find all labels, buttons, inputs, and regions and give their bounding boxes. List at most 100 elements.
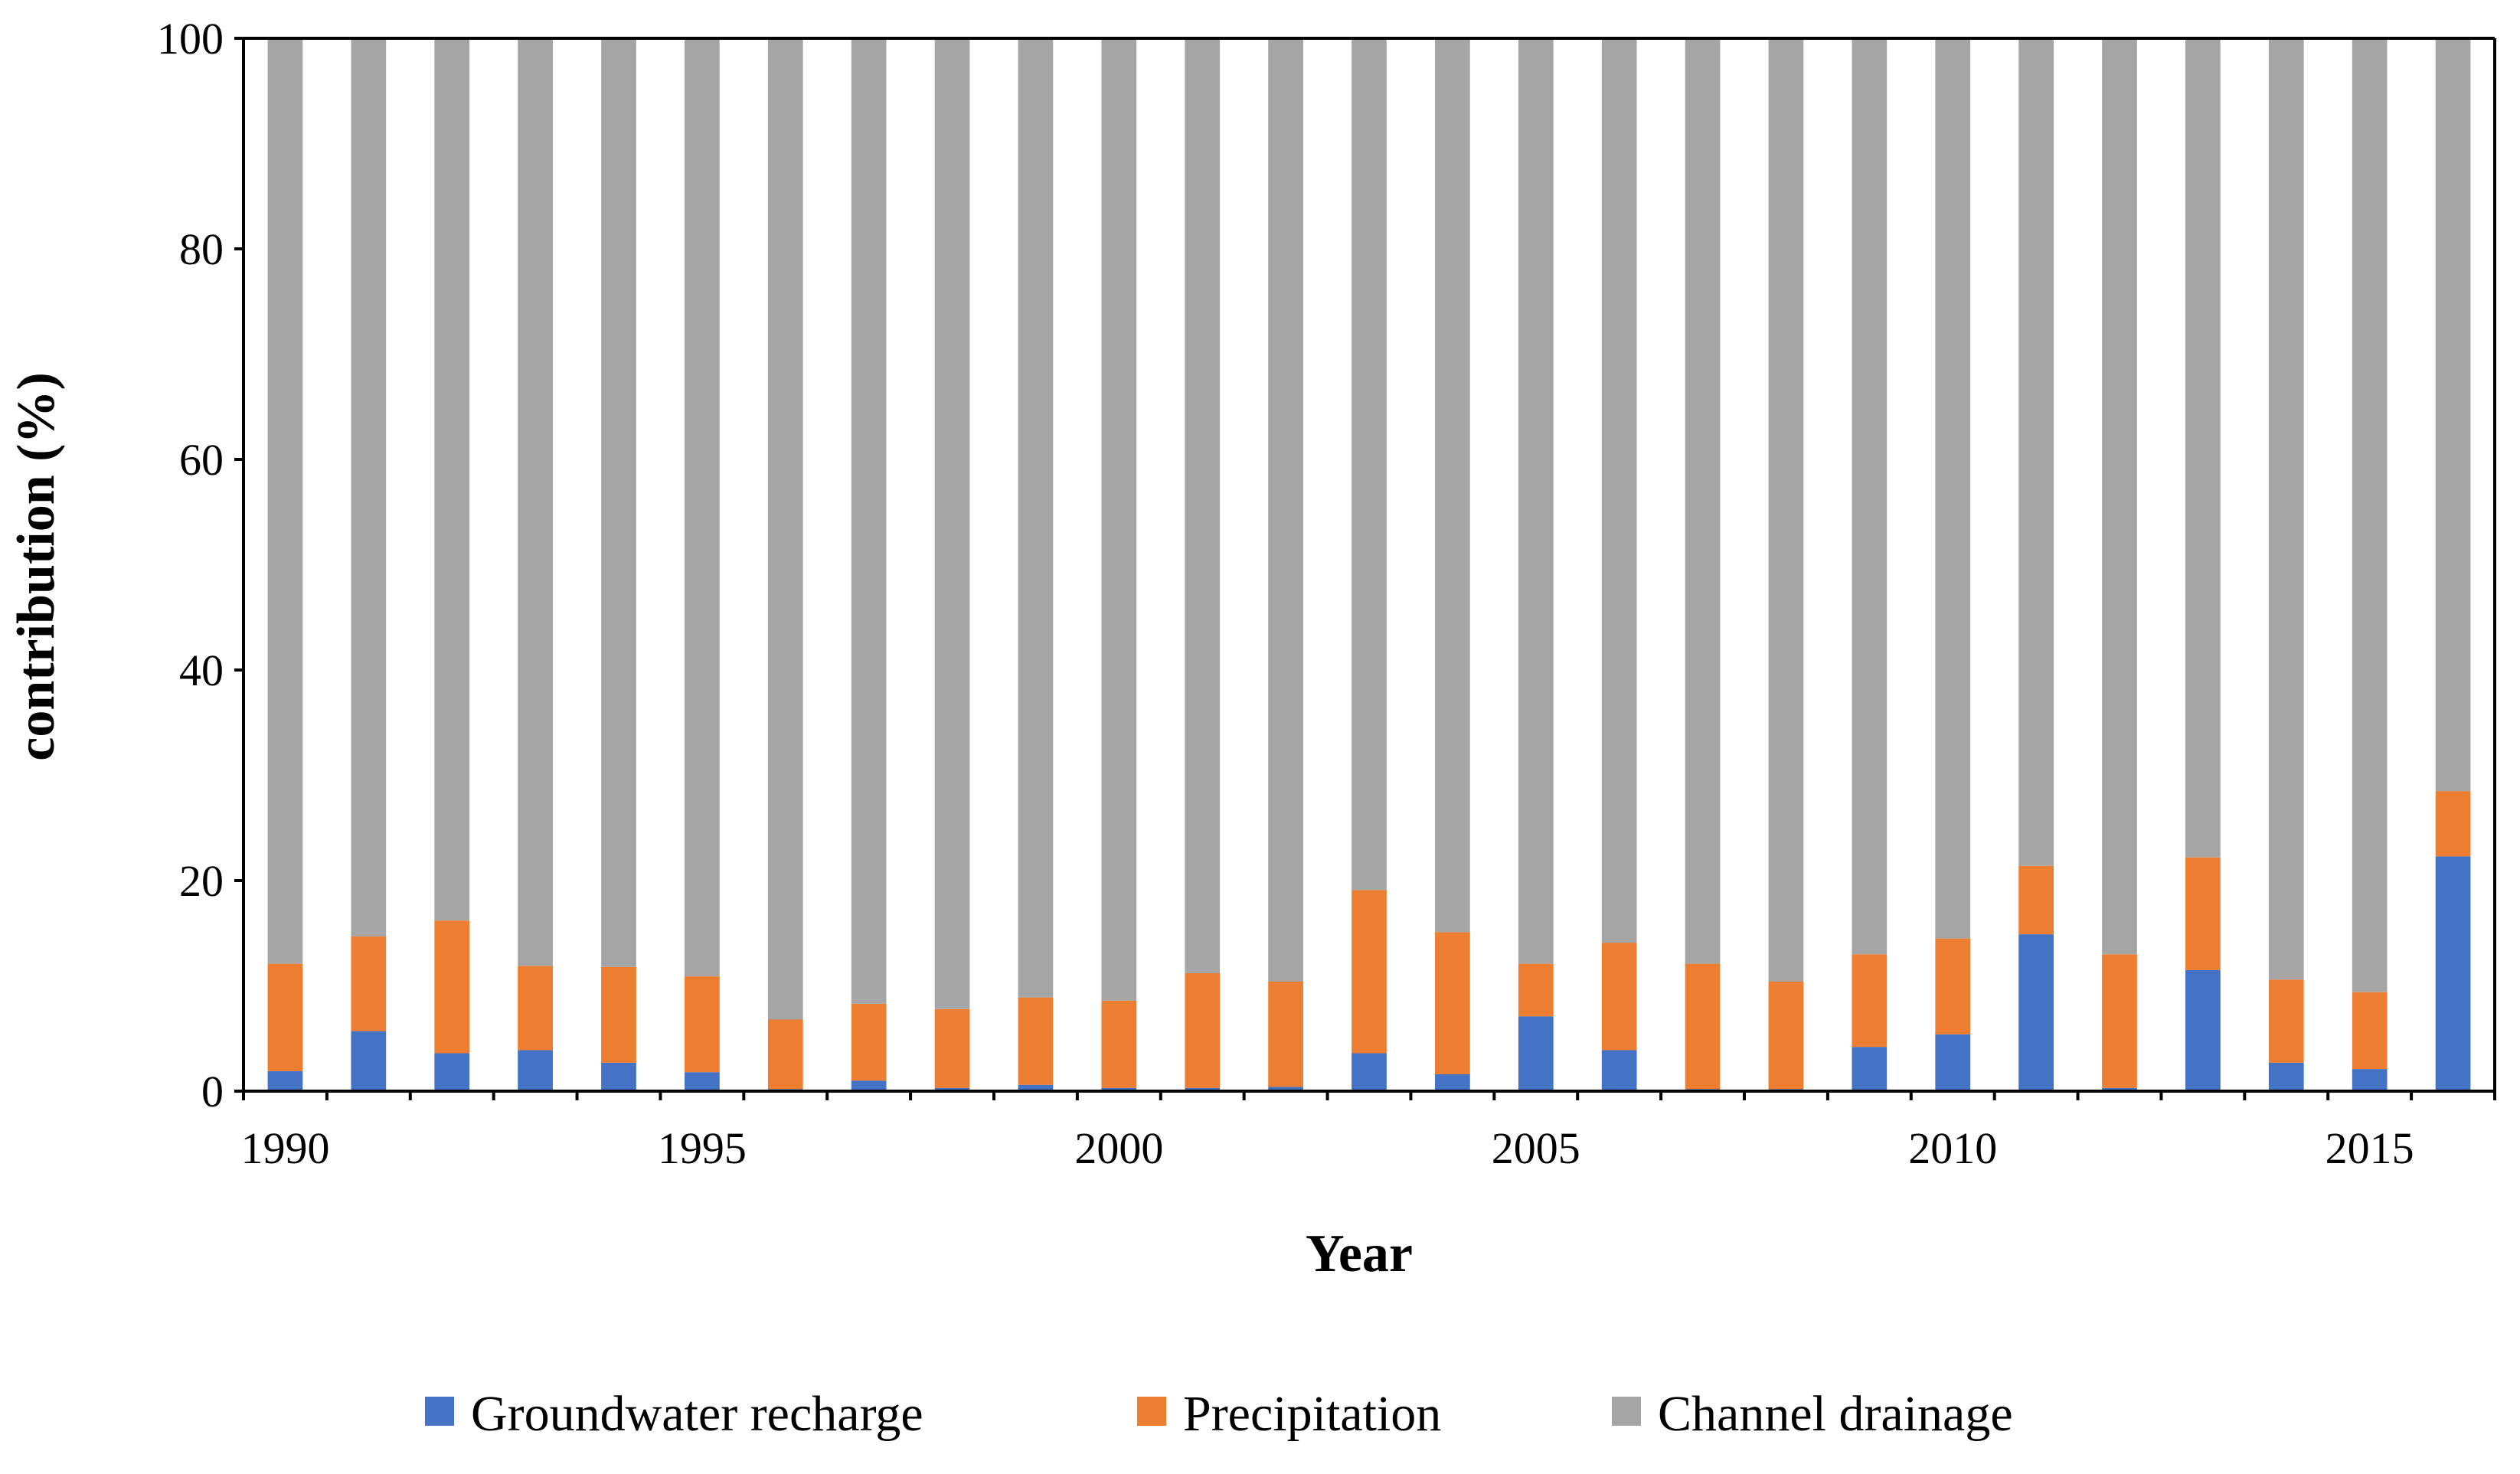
bar-channel-drainage-2011 — [2018, 38, 2054, 866]
bar-channel-drainage-2002 — [1268, 38, 1303, 982]
bar-groundwater-recharge-2004 — [1435, 1074, 1470, 1091]
bar-precipitation-1993 — [518, 966, 553, 1051]
bar-channel-drainage-1992 — [434, 38, 470, 921]
legend: Groundwater recharge Precipitation Channel… — [425, 1386, 2013, 1442]
y-tick-label: 40 — [179, 645, 224, 695]
bar-precipitation-1999 — [1018, 997, 1054, 1085]
bar-precipitation-2004 — [1435, 932, 1470, 1075]
bar-precipitation-2002 — [1268, 982, 1303, 1087]
bar-channel-drainage-2004 — [1435, 38, 1470, 933]
bar-precipitation-2012 — [2102, 954, 2137, 1088]
bar-precipitation-1998 — [934, 1008, 970, 1088]
bar-channel-drainage-1994 — [601, 38, 636, 967]
bar-groundwater-recharge-2001 — [1185, 1087, 1221, 1092]
bar-groundwater-recharge-2014 — [2268, 1062, 2304, 1092]
bar-channel-drainage-2013 — [2185, 38, 2221, 858]
bar-precipitation-2006 — [1601, 943, 1637, 1051]
bar-channel-drainage-2014 — [2268, 38, 2304, 980]
bar-channel-drainage-1999 — [1018, 38, 1054, 998]
bar-groundwater-recharge-2016 — [2435, 856, 2471, 1092]
bar-groundwater-recharge-1990 — [267, 1070, 303, 1092]
bar-groundwater-recharge-2005 — [1518, 1016, 1554, 1092]
bar-precipitation-2011 — [2018, 865, 2054, 935]
bar-channel-drainage-1997 — [851, 38, 887, 1004]
bar-precipitation-2003 — [1352, 890, 1387, 1054]
bar-groundwater-recharge-1993 — [518, 1050, 553, 1092]
bar-groundwater-recharge-2011 — [2018, 934, 2054, 1092]
y-tick-label: 80 — [179, 224, 224, 274]
bar-precipitation-1994 — [601, 966, 636, 1063]
y-axis-title: contribution (%) — [7, 372, 66, 761]
bar-precipitation-2010 — [1935, 938, 1971, 1034]
bar-precipitation-2016 — [2435, 791, 2471, 857]
bar-channel-drainage-2005 — [1518, 38, 1554, 964]
bar-groundwater-recharge-1991 — [351, 1031, 387, 1092]
bar-channel-drainage-2016 — [2435, 38, 2471, 792]
x-tick-label: 1990 — [240, 1123, 329, 1173]
bar-channel-drainage-2000 — [1101, 38, 1137, 1001]
x-tick-label: 1995 — [658, 1123, 747, 1173]
bar-precipitation-2008 — [1768, 982, 1804, 1090]
bar-groundwater-recharge-2000 — [1101, 1087, 1137, 1092]
bar-precipitation-1991 — [351, 936, 387, 1031]
bar-precipitation-2015 — [2352, 992, 2388, 1070]
bar-groundwater-recharge-2002 — [1268, 1087, 1303, 1091]
bar-channel-drainage-1990 — [267, 38, 303, 964]
legend-swatch-groundwater-recharge — [425, 1397, 454, 1426]
ticks-layer: 0 20 40 60 80 100 1990 1995 2000 2005 2010 2015 — [157, 14, 2496, 1173]
legend-label-channel-drainage: Channel drainage — [1658, 1386, 2013, 1442]
legend-label-precipitation: Precipitation — [1183, 1386, 1441, 1442]
bar-precipitation-2007 — [1685, 963, 1721, 1090]
bar-groundwater-recharge-1997 — [851, 1080, 887, 1091]
legend-swatch-channel-drainage — [1612, 1397, 1641, 1426]
bar-channel-drainage-2006 — [1601, 38, 1637, 943]
bar-channel-drainage-1998 — [934, 38, 970, 1009]
bar-precipitation-2013 — [2185, 857, 2221, 970]
bar-groundwater-recharge-2013 — [2185, 969, 2221, 1092]
bar-precipitation-1990 — [267, 963, 303, 1071]
bar-groundwater-recharge-1999 — [1018, 1084, 1054, 1091]
bar-precipitation-2000 — [1101, 1000, 1137, 1088]
x-tick-label: 2000 — [1074, 1123, 1163, 1173]
bar-channel-drainage-1996 — [767, 38, 803, 1020]
bar-channel-drainage-2012 — [2102, 38, 2137, 955]
bar-channel-drainage-2009 — [1852, 38, 1888, 955]
bar-groundwater-recharge-1995 — [685, 1072, 720, 1091]
y-tick-label: 20 — [179, 856, 224, 906]
bar-groundwater-recharge-1992 — [434, 1053, 470, 1091]
axes-layer — [242, 37, 2496, 1093]
bar-groundwater-recharge-2009 — [1852, 1047, 1888, 1091]
bar-channel-drainage-2008 — [1768, 38, 1804, 982]
bar-channel-drainage-1995 — [685, 38, 720, 977]
bar-channel-drainage-2003 — [1352, 38, 1387, 891]
bar-channel-drainage-1991 — [351, 38, 387, 936]
y-tick-label: 60 — [179, 435, 224, 485]
legend-swatch-precipitation — [1137, 1397, 1166, 1426]
bar-channel-drainage-2010 — [1935, 38, 1971, 939]
bar-precipitation-1996 — [767, 1019, 803, 1090]
x-axis-title: Year — [1306, 1224, 1413, 1283]
bar-precipitation-1997 — [851, 1003, 887, 1081]
bar-groundwater-recharge-2010 — [1935, 1034, 1971, 1091]
bar-precipitation-2001 — [1185, 973, 1221, 1088]
bar-precipitation-2014 — [2268, 979, 2304, 1063]
bar-precipitation-1992 — [434, 920, 470, 1054]
bar-precipitation-2005 — [1518, 963, 1554, 1017]
bar-channel-drainage-1993 — [518, 38, 553, 966]
bar-precipitation-2009 — [1852, 954, 1888, 1047]
bars-layer — [267, 38, 2471, 1092]
bar-groundwater-recharge-2012 — [2102, 1087, 2137, 1092]
bar-channel-drainage-2001 — [1185, 38, 1221, 973]
x-tick-label: 2010 — [1908, 1123, 1997, 1173]
legend-label-groundwater-recharge: Groundwater recharge — [471, 1386, 923, 1442]
bar-groundwater-recharge-2015 — [2352, 1069, 2388, 1092]
bar-channel-drainage-2015 — [2352, 38, 2388, 992]
x-tick-label: 2015 — [2326, 1123, 2414, 1173]
y-tick-label: 100 — [157, 14, 224, 64]
bar-groundwater-recharge-2003 — [1352, 1053, 1387, 1091]
bar-channel-drainage-2007 — [1685, 38, 1721, 964]
x-tick-label: 2005 — [1492, 1123, 1580, 1173]
bar-groundwater-recharge-1994 — [601, 1062, 636, 1092]
